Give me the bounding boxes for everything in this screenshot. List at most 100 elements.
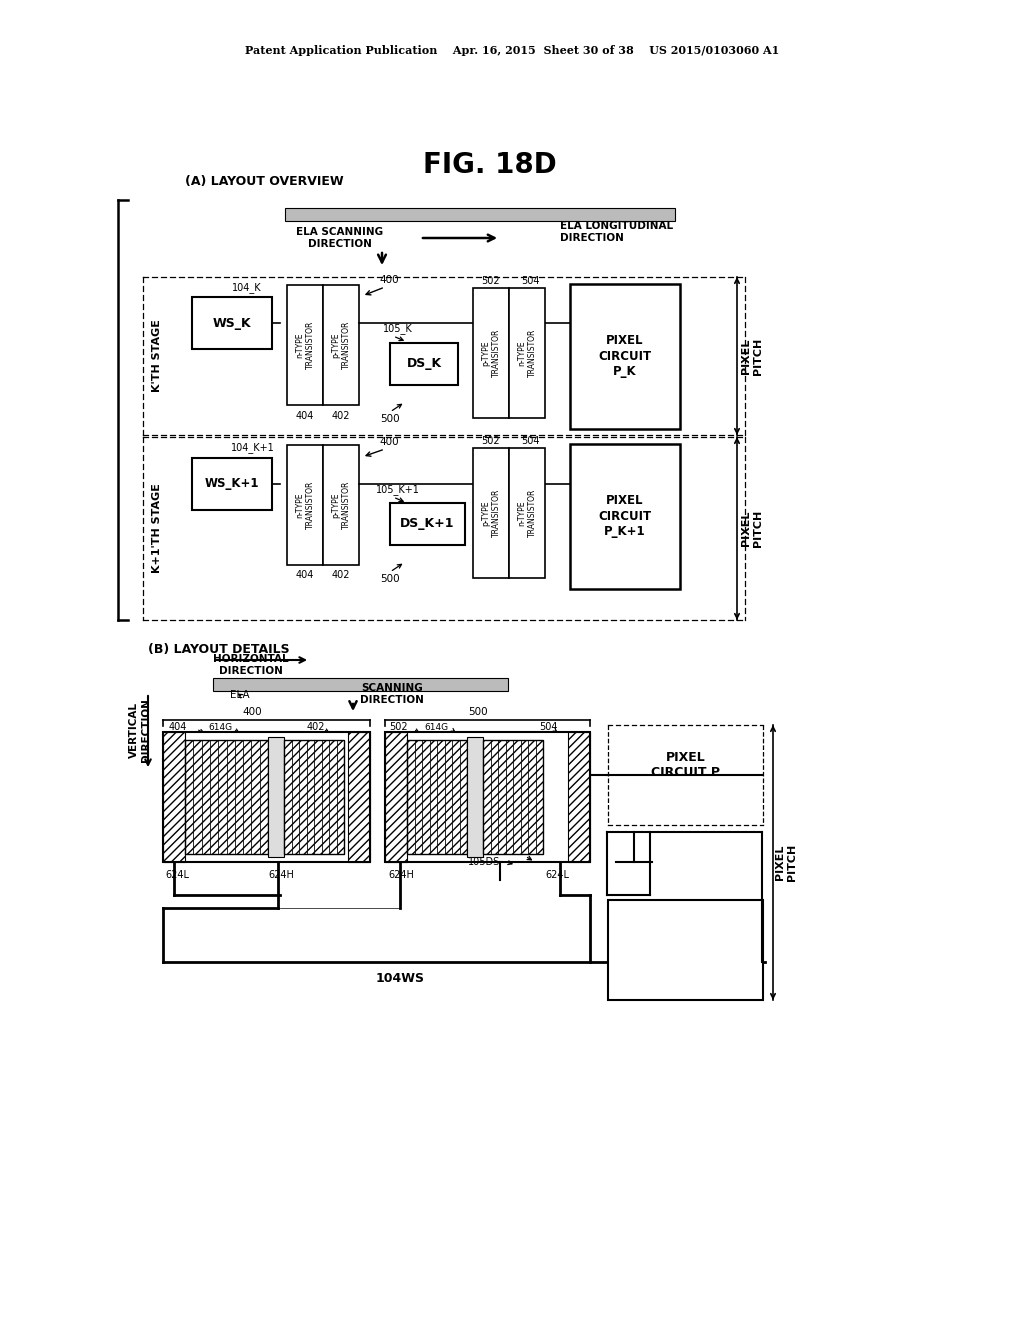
Text: 624H: 624H [268,870,294,880]
Text: 400: 400 [379,275,398,285]
Bar [202,741,210,854]
Text: HORIZONTAL
DIRECTION: HORIZONTAL DIRECTION [213,655,289,676]
Bar [528,741,536,854]
Bar [193,458,272,510]
Text: 402: 402 [332,411,350,421]
Text: SCANNING
DIRECTION: SCANNING DIRECTION [360,684,424,705]
Bar [306,741,314,854]
Bar [509,288,545,418]
Bar [415,741,422,854]
Text: 104_K+1: 104_K+1 [231,442,274,454]
Text: ELA: ELA [230,690,250,700]
Bar [243,741,252,854]
Text: p-TYPE
TRANSISTOR: p-TYPE TRANSISTOR [481,488,501,537]
Bar [323,445,359,565]
Text: WS_K: WS_K [213,317,251,330]
Text: PIXEL
PITCH: PIXEL PITCH [741,338,763,375]
Text: 504: 504 [521,436,540,446]
Bar [520,741,528,854]
Text: PIXEL
CIRCUIT
P_K: PIXEL CIRCUIT P_K [598,334,651,378]
Text: 400: 400 [379,437,398,447]
Text: 624L: 624L [545,870,569,880]
Text: p-TYPE
TRANSISTOR: p-TYPE TRANSISTOR [332,321,350,370]
Bar [437,741,444,854]
Bar [284,741,344,854]
Bar [185,741,268,854]
Text: 624H: 624H [388,870,414,880]
Bar [509,447,545,578]
Text: PIXEL
CIRCUIT
P_K+1: PIXEL CIRCUIT P_K+1 [598,495,651,537]
Text: PIXEL
PITCH: PIXEL PITCH [775,843,797,882]
Bar [213,678,508,690]
Text: FIG. 18D: FIG. 18D [423,150,557,180]
Bar [513,741,520,854]
Bar [407,741,467,854]
Bar [422,741,429,854]
Bar [536,741,543,854]
Text: 402: 402 [332,570,350,579]
Bar [483,741,490,854]
Bar [234,741,243,854]
Text: Patent Application Publication    Apr. 16, 2015  Sheet 30 of 38    US 2015/01030: Patent Application Publication Apr. 16, … [245,45,779,55]
Bar [287,445,323,565]
Bar [483,741,543,854]
Text: ELA LONGITUDINAL
DIRECTION: ELA LONGITUDINAL DIRECTION [560,222,673,243]
Text: PIXEL
PITCH: PIXEL PITCH [741,510,763,546]
Bar [407,741,415,854]
Text: 105DS: 105DS [468,857,501,867]
Text: VERTICAL
DIRECTION: VERTICAL DIRECTION [129,698,151,762]
Bar [323,285,359,405]
Bar [193,297,272,348]
Text: (B) LAYOUT DETAILS: (B) LAYOUT DETAILS [148,644,290,656]
Text: (A) LAYOUT OVERVIEW: (A) LAYOUT OVERVIEW [185,176,344,189]
Text: 402: 402 [307,722,326,733]
Text: 105_K+1: 105_K+1 [376,484,420,495]
Text: K'TH STAGE: K'TH STAGE [152,319,162,392]
Text: 404: 404 [296,411,314,421]
Text: 502: 502 [480,276,500,286]
Bar [210,741,218,854]
Bar [385,733,590,862]
Bar [194,741,202,854]
Bar [185,741,194,854]
Text: 404: 404 [296,570,314,579]
Bar [322,741,329,854]
Bar [506,741,513,854]
Bar [268,737,284,857]
Bar [608,900,763,1001]
Text: ELA SCANNING
DIRECTION: ELA SCANNING DIRECTION [296,227,384,248]
Text: n-TYPE
TRANSISTOR: n-TYPE TRANSISTOR [517,488,537,537]
Text: 504: 504 [521,276,540,286]
Bar [498,741,506,854]
Bar [218,741,226,854]
Bar [444,741,452,854]
Text: DS_K: DS_K [407,358,441,371]
Text: 400: 400 [243,708,262,717]
Bar [460,741,467,854]
Bar [568,733,590,862]
Text: PIXEL
CIRCUIT P: PIXEL CIRCUIT P [651,751,720,779]
Bar [226,741,234,854]
Text: 504: 504 [539,722,557,733]
Text: 500: 500 [468,708,487,717]
Bar [260,741,268,854]
Text: 624L: 624L [165,870,189,880]
Text: p-TYPE
TRANSISTOR: p-TYPE TRANSISTOR [332,480,350,529]
Bar [337,741,344,854]
Bar [314,741,322,854]
Text: 104_K: 104_K [232,282,262,293]
Bar [348,733,370,862]
Text: n-TYPE
TRANSISTOR: n-TYPE TRANSISTOR [295,321,314,370]
Text: n-TYPE
TRANSISTOR: n-TYPE TRANSISTOR [295,480,314,529]
Bar [452,741,460,854]
Bar [473,447,509,578]
Text: 404: 404 [169,722,187,733]
Bar [429,741,437,854]
Text: DS_K+1: DS_K+1 [399,517,455,531]
Bar [287,285,323,405]
Bar [299,741,306,854]
Bar [163,733,185,862]
Bar [390,503,465,545]
Bar [490,741,498,854]
Bar [285,209,675,220]
